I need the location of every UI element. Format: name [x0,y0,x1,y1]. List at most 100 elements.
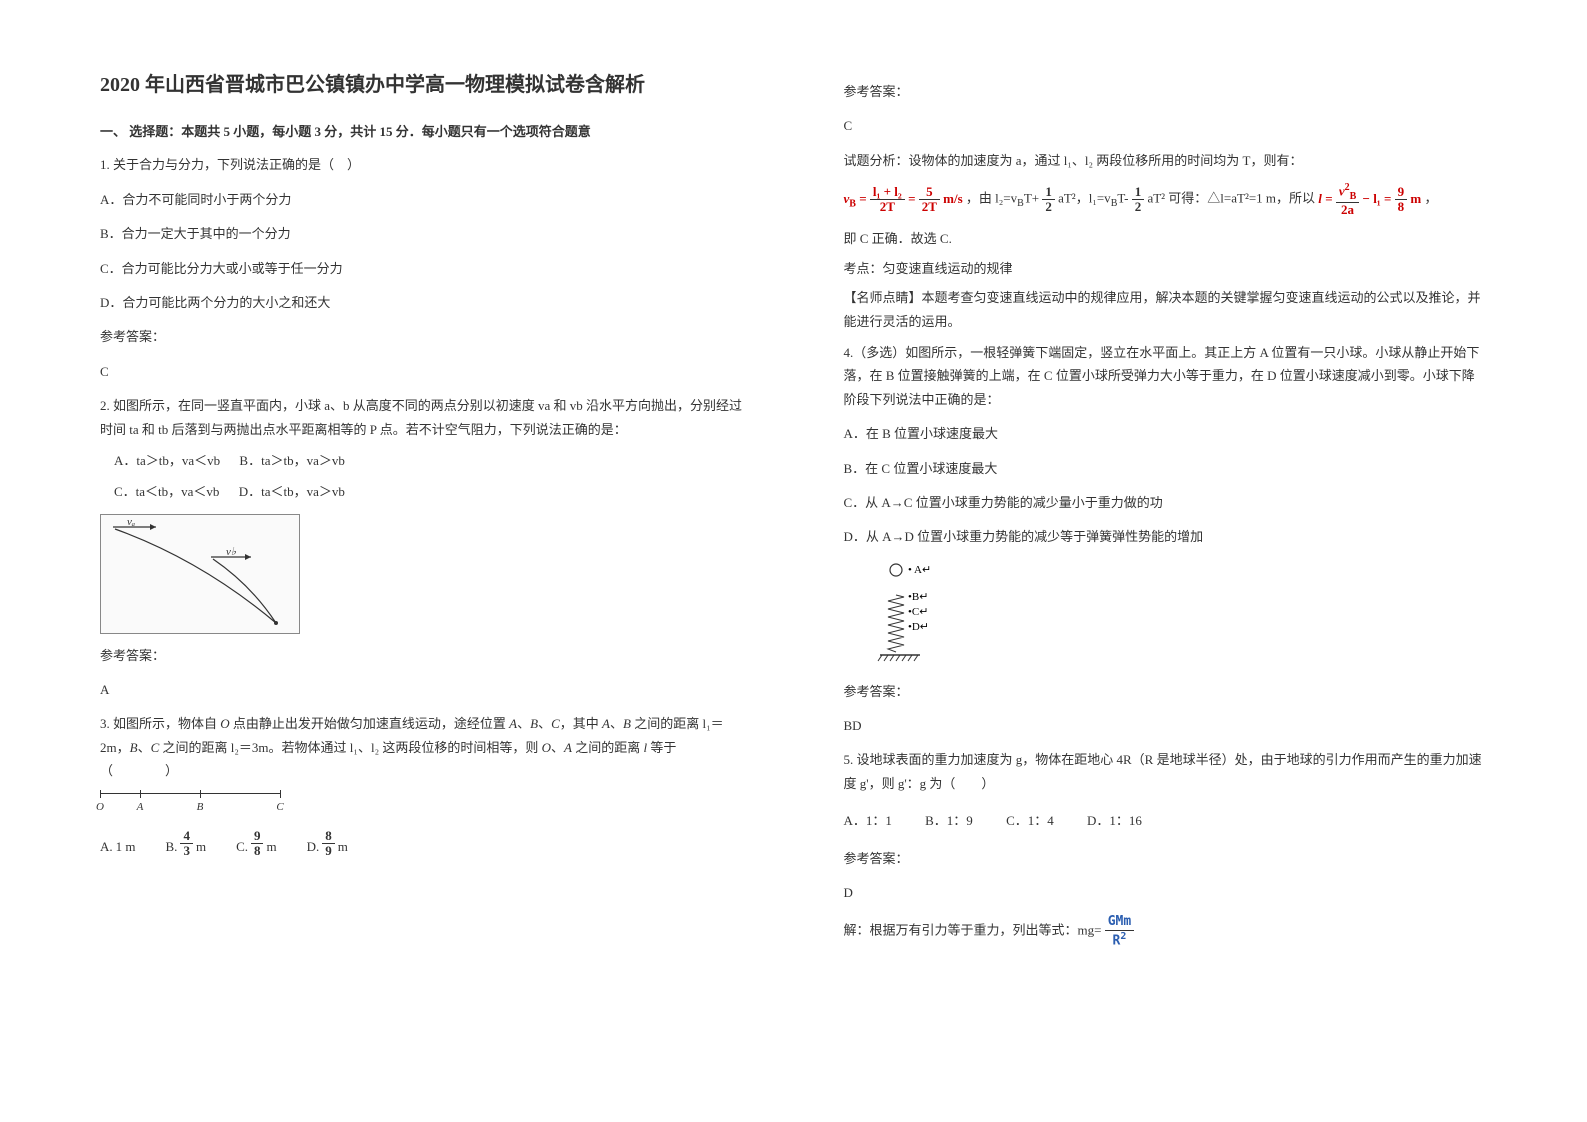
q3-i-a: A [509,716,517,731]
f2-p2b: T- [1117,191,1128,206]
q3-sep1: 、 [517,716,530,731]
q1-opt-b: B．合力一定大于其中的一个分力 [100,222,744,245]
q5-opt-a: A．1：1 [844,813,892,828]
q3-d-den: 9 [322,844,335,858]
q1-opt-a: A．合力不可能同时小于两个分力 [100,188,744,211]
q3-c-den: 8 [251,844,264,858]
q5-options: A．1：1 B．1：9 C．1：4 D．1：16 [844,809,1488,832]
f3-l: l = [1318,191,1336,206]
q3-options: A. 1 m B. 43 m C. 98 m D. 89 m [100,829,744,859]
q3-b-unit: m [196,835,206,858]
f3-n2: 9 [1395,185,1408,200]
f1-eq1: = [856,191,870,206]
q5-sol-num: GMm [1105,915,1134,930]
q2-opt-a: A．ta＞tb，va＜vb [114,453,220,468]
q3-answer-label: 参考答案： [844,80,1488,103]
q3-formula-line: vB = l₁ + l₂2T = 52T m/s ，由 l₂=vBT+ 12 a… [844,182,1488,217]
f1-d2: 2T [919,200,940,214]
question-5: 5. 设地球表面的重力加速度为 g，物体在距地心 4R（R 是地球半径）处，由于… [844,748,1488,948]
q3-i-a2: A [602,716,610,731]
q3-text-5: 之间的距离 [159,740,231,755]
q3-opt-c: C. 98 m [236,829,277,859]
q3-d-num: 8 [322,829,335,844]
q2-stem: 2. 如图所示，在同一竖直平面内，小球 a、b 从高度不同的两点分别以初速度 v… [100,394,744,441]
q4-opt-d: D．从 A→D 位置小球重力势能的减少等于弹簧弹性势能的增加 [844,525,1488,548]
question-3: 3. 如图所示，物体自 O 点由静止出发开始做匀加速直线运动，途经位置 A、B、… [100,712,744,858]
q4-spring-diagram: • A↵ •B↵ •C↵ •D↵ [874,560,954,670]
q3-opt-d: D. 89 m [307,829,348,859]
q4-opt-a: A．在 B 位置小球速度最大 [844,422,1488,445]
q3-tick-b: B [197,798,204,818]
q4-answer: BD [844,714,1488,737]
q3-stem: 3. 如图所示，物体自 O 点由静止出发开始做匀加速直线运动，途经位置 A、B、… [100,712,744,782]
f1-d1: 2T [870,200,905,214]
q1-answer: C [100,360,744,383]
svg-text:vₐ: vₐ [127,516,135,528]
left-column: 2020 年山西省晋城市巴公镇镇办中学高一物理模拟试卷含解析 一、 选择题：本题… [0,0,794,1122]
svg-text:•B↵: •B↵ [908,591,928,603]
q2-opt-c: C．ta＜tb，va＜vb [114,484,219,499]
q3-sep6: 、 [551,740,564,755]
q3-a-val: 1 m [116,835,136,858]
q2-options-row1: A．ta＞tb，va＜vb B．ta＞tb，va＞vb [114,449,744,472]
q3-opt-b: B. 43 m [166,829,207,859]
f2-p1: ，由 l₂=v [966,191,1017,206]
q4-options: A．在 B 位置小球速度最大 B．在 C 位置小球速度最大 C．从 A→C 位置… [844,422,1488,549]
f1-unit: m/s [943,191,963,206]
q3-formula1: vB = l₁ + l₂2T = 52T m/s [844,191,966,206]
q2-options-row2: C．ta＜tb，va＜vb D．ta＜tb，va＞vb [114,480,744,503]
q5-answer: D [844,881,1488,904]
f3-unit: m [1410,191,1421,206]
q2-opt-b: B．ta＞tb，va＞vb [239,453,344,468]
q1-options: A．合力不可能同时小于两个分力 B．合力一定大于其中的一个分力 C．合力可能比分… [100,188,744,315]
q3-sep2: 、 [538,716,551,731]
f2-p2: aT²，l₁=v [1058,191,1111,206]
q5-opt-b: B．1：9 [925,813,973,828]
q1-answer-label: 参考答案： [100,325,744,348]
q5-solution: 解：根据万有引力等于重力，列出等式：mg= GMm R2 [844,915,1488,948]
q5-sol-den-sup: 2 [1120,931,1126,942]
q5-opt-c: C．1：4 [1006,813,1054,828]
q3-formula3: l = v2B2a − l₁ = 98 m [1318,191,1424,206]
f1-n1: l₁ + l₂ [870,185,905,200]
q4-opt-c: C．从 A→C 位置小球重力势能的减少量小于重力做的功 [844,491,1488,514]
q3-tick-c: C [276,798,283,818]
q5-opt-d: D．1：16 [1087,813,1142,828]
f2-hn2: 1 [1132,185,1145,200]
q3-b-label: B. [166,835,178,858]
f2-sub1: B [1017,198,1024,209]
f1-sub: B [849,198,856,209]
svg-text:•D↵: •D↵ [908,621,929,633]
q3-i-b3: B [130,740,138,755]
q5-stem: 5. 设地球表面的重力加速度为 g，物体在距地心 4R（R 是地球半径）处，由于… [844,748,1488,795]
q3-text-1: 3. 如图所示，物体自 [100,716,220,731]
q3-i-o: O [220,716,229,731]
q3-opt-a: A. 1 m [100,835,136,858]
q3-b-num: 4 [180,829,193,844]
svg-text:v♭: v♭ [226,546,237,558]
q1-opt-c: C．合力可能比分力大或小或等于任一分力 [100,257,744,280]
svg-text:• A↵: • A↵ [908,564,931,576]
q1-stem: 1. 关于合力与分力，下列说法正确的是（ ） [100,153,744,176]
q3-i-b: B [530,716,538,731]
q4-stem: 4.（多选）如图所示，一根轻弹簧下端固定，竖立在水平面上。其正上方 A 位置有一… [844,341,1488,411]
q3-tip: 【名师点睛】本题考查匀变速直线运动中的规律应用，解决本题的关键掌握匀变速直线运动… [844,286,1488,333]
q3-l1b: l₁ [350,740,358,755]
f2-hd2: 2 [1132,200,1145,214]
q3-line-diagram: O A B C [100,793,280,813]
question-1: 1. 关于合力与分力，下列说法正确的是（ ） A．合力不可能同时小于两个分力 B… [100,153,744,383]
q3-sep4: 、 [138,740,151,755]
q2-answer-label: 参考答案： [100,644,744,667]
q5-answer-label: 参考答案： [844,847,1488,870]
right-column: 参考答案： C 试题分析：设物体的加速度为 a，通过 l₁、l₂ 两段位移所用的… [794,0,1587,1122]
q3-a-label: A. [100,835,113,858]
f3-d2: 8 [1395,200,1408,214]
q3-i-o2: O [542,740,551,755]
q2-diagram: vₐ v♭ [100,514,300,634]
q3-analysis: 试题分析：设物体的加速度为 a，通过 l₁、l₂ 两段位移所用的时间均为 T，则… [844,149,1488,172]
q3-d-label: D. [307,835,320,858]
f2-hn1: 1 [1042,185,1055,200]
q3-text-4: 之间的距离 [631,716,703,731]
q3-i-c2: C [151,740,160,755]
q3-point: 考点：匀变速直线运动的规律 [844,257,1488,280]
